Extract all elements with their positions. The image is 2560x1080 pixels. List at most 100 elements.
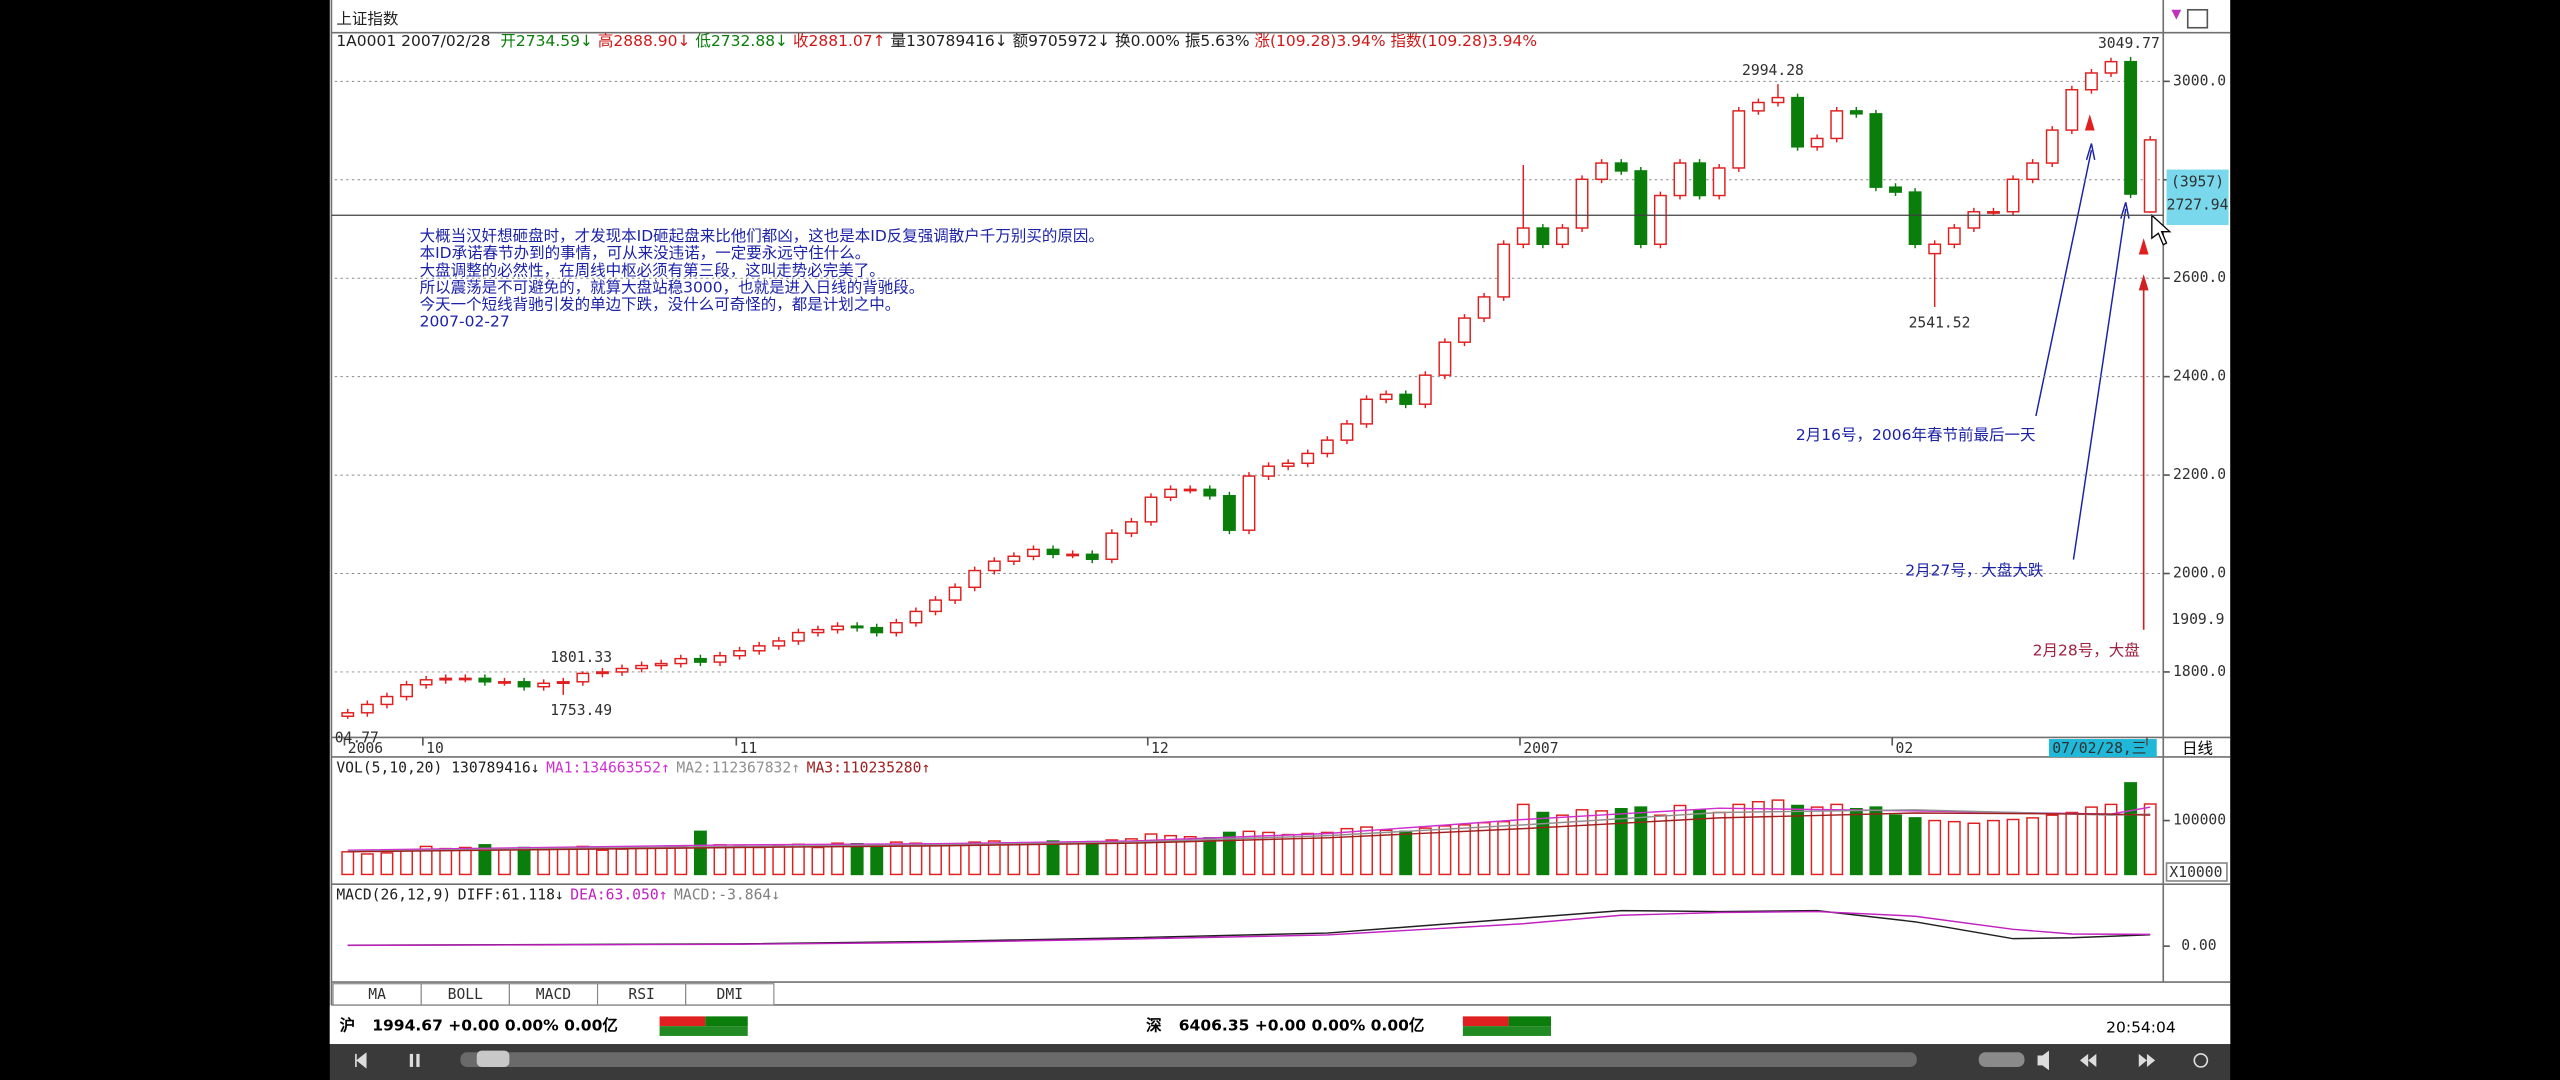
volume-bar xyxy=(811,846,825,876)
info-item: 换0.00% xyxy=(1115,31,1180,49)
info-item: 振5.63% xyxy=(1185,31,1250,49)
panel-header: MACD(26,12,9) DIFF:61.118↓ DEA:63.050↑ MACD… xyxy=(336,887,780,904)
tab-label[interactable]: MACD xyxy=(536,986,571,1003)
candle-body xyxy=(1653,194,1667,245)
unit-label: X10000 xyxy=(2169,864,2222,881)
volume-bar xyxy=(596,849,609,876)
tab-label[interactable]: RSI xyxy=(628,986,655,1003)
candle-body xyxy=(439,677,453,681)
info-item: 开2734.59↓ xyxy=(500,31,593,49)
volume-bar xyxy=(1751,800,1765,876)
icon[interactable] xyxy=(2186,8,2209,29)
volume-bar xyxy=(1732,803,1746,876)
info-item: 涨(109.28)3.94% xyxy=(1255,31,1386,49)
candle-body xyxy=(458,677,472,681)
candle-body xyxy=(1458,317,1471,343)
candle-body xyxy=(1673,162,1687,197)
candle-body xyxy=(948,586,962,601)
tab[interactable] xyxy=(685,983,775,1006)
candle-body xyxy=(713,654,727,663)
y-tick-label: 2400.0 xyxy=(2173,368,2226,385)
candle-body xyxy=(693,657,707,663)
volume-bar xyxy=(615,848,629,876)
candle-body xyxy=(341,712,355,717)
volume-bar xyxy=(1889,814,1902,876)
candle-body xyxy=(1771,96,1785,104)
candle-body xyxy=(2065,88,2079,131)
volume-bar xyxy=(831,842,844,876)
candle-body xyxy=(1791,96,1804,148)
volume-bar xyxy=(654,847,668,876)
volume-bar xyxy=(1222,831,1236,876)
candle-body xyxy=(1556,227,1569,245)
candle-body xyxy=(831,625,844,631)
volume-bar xyxy=(478,844,492,876)
icon[interactable] xyxy=(2171,9,2182,20)
quote-info: 1A0001 2007/02/28 开2734.59↓ 高2888.90↓ 低273… xyxy=(336,31,1537,49)
candle-body xyxy=(478,677,492,683)
player-buttons[interactable] xyxy=(355,1050,2209,1071)
volume-bar xyxy=(1771,799,1785,876)
tab-label[interactable]: MA xyxy=(368,986,386,1003)
volume-bar xyxy=(2026,817,2040,876)
date-highlight xyxy=(2048,739,2157,757)
volume-bar xyxy=(419,845,433,876)
note: 2月28号，大盘 xyxy=(2033,640,2140,659)
info-item: 量130789416↓ xyxy=(891,31,1008,49)
clock: 20:54:04 xyxy=(2106,1018,2176,1036)
low-label: 04.77 xyxy=(335,729,379,746)
volume-bar xyxy=(1360,826,1373,876)
candle-body xyxy=(1869,113,1883,188)
seek-track[interactable] xyxy=(460,1052,1917,1067)
volume-bar xyxy=(380,852,394,876)
volume-bar xyxy=(635,846,649,876)
volume-bar xyxy=(1516,803,1530,876)
candle-body xyxy=(1340,423,1354,441)
seek-thumb[interactable] xyxy=(476,1050,510,1067)
candle-body xyxy=(2143,139,2157,213)
comment-line: 本ID承诺春节办到的事情，可从来没违诺，一定要永远守住什么。 xyxy=(420,244,871,262)
volume-bar xyxy=(1869,806,1883,876)
info-item: 1A0001 2007/02/28 xyxy=(336,31,495,49)
comment-line: 所以震荡是不可避免的，就算大盘站稳3000，也就是进入日线的背驰段。 xyxy=(420,277,925,296)
sh-index: 1994.67 +0.00 0.00% 0.00亿 xyxy=(372,1016,618,1035)
volume-bar xyxy=(1928,819,1942,876)
candle-body xyxy=(2026,162,2040,181)
tab-label[interactable]: DMI xyxy=(717,986,744,1003)
x-tick-label: 07/02/28,三 xyxy=(2052,740,2146,757)
volume-bar xyxy=(2124,782,2138,876)
candle-body xyxy=(2124,60,2138,195)
candle-body xyxy=(1947,227,1961,245)
candle-body xyxy=(1732,110,1746,169)
volume-bar xyxy=(1830,803,1844,876)
candle-body xyxy=(1987,211,2000,214)
candle-body xyxy=(2045,129,2059,164)
candle-body xyxy=(1889,186,1902,193)
volume-bar xyxy=(576,845,590,876)
volume-bar xyxy=(1281,833,1295,876)
legend-entry: MA3:110235280↑ xyxy=(807,759,931,776)
volume-bar xyxy=(1908,817,1922,876)
volume-bar xyxy=(733,845,747,876)
candle-body xyxy=(1693,162,1707,197)
tab-label[interactable]: BOLL xyxy=(448,986,484,1003)
candle-body xyxy=(380,695,394,706)
unit-box xyxy=(2165,862,2228,882)
candle-body xyxy=(1967,211,1981,229)
volume-bar xyxy=(1418,827,1432,876)
volume-bar xyxy=(1712,811,1726,876)
volume-bar xyxy=(850,843,864,876)
y-tick-label: 0.00 xyxy=(2181,937,2216,954)
candle-body xyxy=(850,625,864,629)
volume-slider[interactable] xyxy=(1978,1052,2025,1067)
volume-bar xyxy=(1046,840,1060,876)
note: 2月27号，大盘大跌 xyxy=(1905,561,2043,580)
volume-bar xyxy=(1124,838,1138,876)
volume-bar xyxy=(1634,806,1648,876)
candle-body xyxy=(1438,341,1452,376)
x-tick-label: 2006 xyxy=(348,740,383,757)
candle-body xyxy=(2084,72,2098,91)
volume-bar xyxy=(1614,807,1628,876)
comment-line: 大概当汉奸想砸盘时，才发现本ID砸起盘来比他们都凶，这也是本ID反复强调散户千万… xyxy=(420,226,1104,245)
volume-bar xyxy=(1183,835,1197,876)
